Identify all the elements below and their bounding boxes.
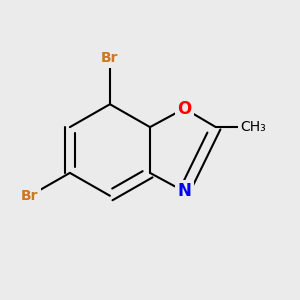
Text: CH₃: CH₃ xyxy=(240,120,266,134)
Text: N: N xyxy=(177,182,191,200)
Text: O: O xyxy=(177,100,191,118)
Text: Br: Br xyxy=(101,51,119,65)
Text: Br: Br xyxy=(21,189,39,203)
